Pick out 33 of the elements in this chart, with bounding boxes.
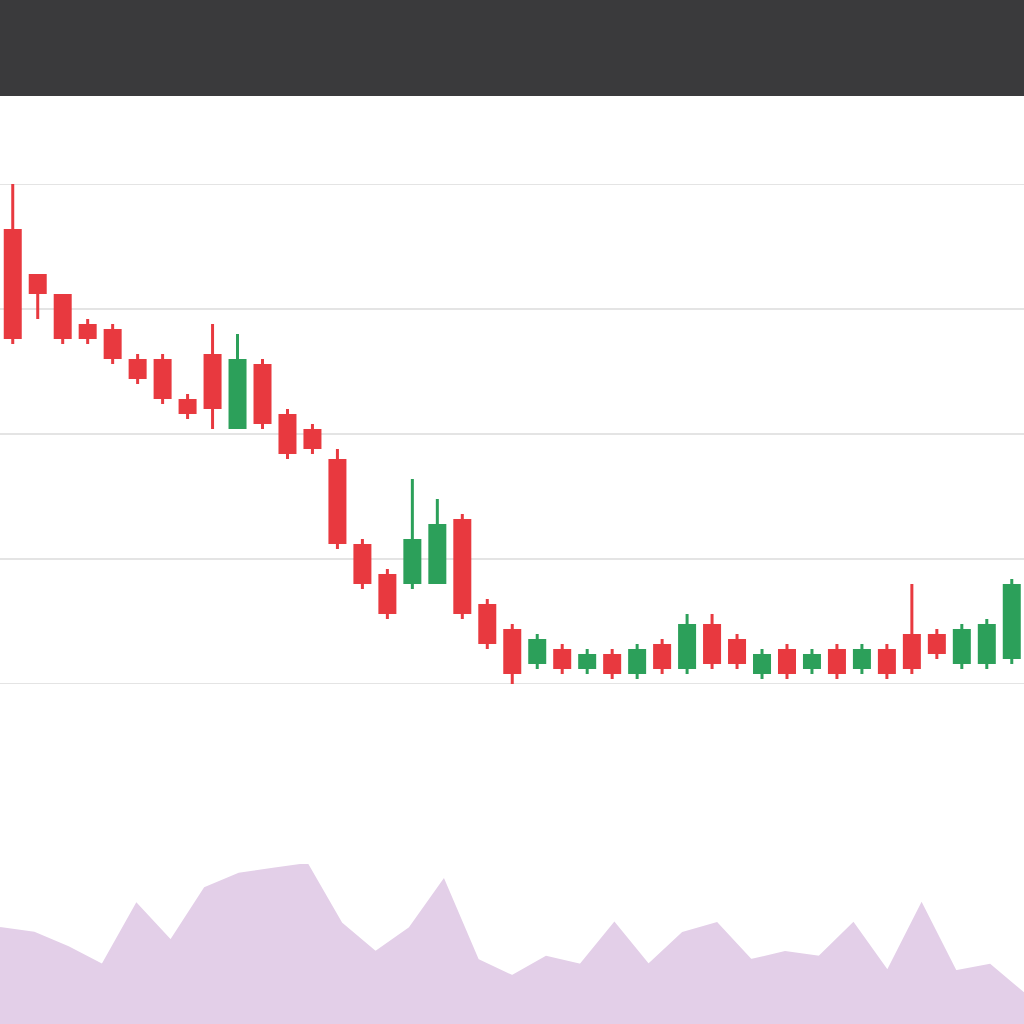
candlestick (103, 322, 122, 366)
candlestick (877, 642, 896, 681)
candlestick (852, 642, 871, 676)
candlestick (478, 597, 497, 651)
candlestick (653, 637, 672, 676)
candlestick (753, 647, 772, 681)
candlestick (28, 272, 47, 321)
candlestick (153, 352, 172, 406)
candlestick (802, 647, 821, 676)
candlestick (728, 632, 747, 671)
candlestick (178, 392, 197, 421)
candlestick (628, 642, 647, 681)
candlestick (353, 537, 372, 591)
candlestick (278, 407, 297, 461)
candlestick (952, 622, 971, 671)
candlestick (603, 647, 622, 681)
candlestick (977, 617, 996, 671)
candlestick (403, 477, 422, 591)
candlestick (503, 622, 522, 684)
candlestick (378, 567, 397, 621)
candlestick (78, 317, 97, 346)
candlestick (927, 627, 946, 661)
candlestick (827, 642, 846, 681)
candlestick (902, 582, 921, 676)
candlestick (53, 292, 72, 346)
candlestick (678, 612, 697, 676)
candlestick (777, 642, 796, 681)
candlestick (578, 647, 597, 676)
candlestick (528, 632, 547, 671)
candlestick (553, 642, 572, 676)
candlestick (128, 352, 147, 386)
candlestick (303, 422, 322, 456)
candlestick (703, 612, 722, 671)
